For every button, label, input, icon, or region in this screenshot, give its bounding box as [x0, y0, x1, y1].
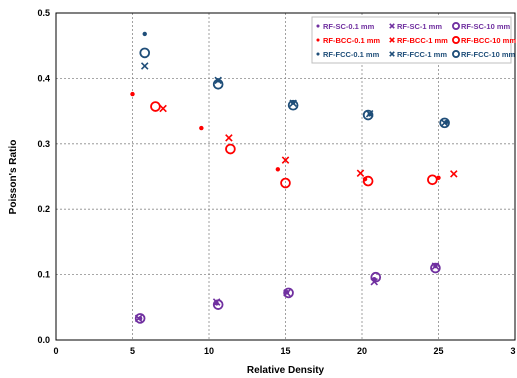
legend-marker [389, 23, 395, 29]
data-point [287, 99, 299, 111]
y-axis-title: Poisson's Ratio [8, 140, 19, 215]
data-points [130, 31, 458, 324]
data-point [212, 299, 224, 310]
legend-label: RF-BCC-1 mm [397, 36, 448, 45]
data-point [283, 287, 294, 299]
legend-marker [389, 51, 395, 57]
x-marker-stroke [140, 62, 149, 70]
x-marker-stroke [225, 134, 233, 142]
data-point [427, 174, 438, 186]
y-tick-label: 0.2 [37, 204, 50, 214]
data-point [439, 117, 450, 129]
x-marker-stroke [440, 119, 449, 127]
legend-label: RF-BCC-0.1 mm [323, 36, 380, 45]
legend-item: RF-FCC-0.1 mm [316, 50, 380, 59]
data-point [362, 175, 374, 187]
legend-label: RF-FCC-1 mm [397, 50, 447, 59]
x-marker-stroke [389, 37, 395, 43]
x-marker-stroke [159, 104, 167, 113]
x-tick-label: 25 [433, 346, 443, 356]
x-tick-label: 0 [53, 346, 58, 356]
legend-item: RF-BCC-10 mm [452, 36, 516, 45]
y-tick-label: 0.5 [37, 8, 50, 18]
x-tick-labels: 0 5 10 15 20 25 3 [53, 346, 515, 356]
data-point [159, 104, 167, 113]
data-point [140, 62, 149, 70]
legend-item: RF-SC-1 mm [389, 22, 442, 31]
legend-marker [389, 37, 395, 43]
legend-item: RF-FCC-1 mm [389, 50, 447, 59]
data-point [212, 78, 224, 90]
data-point [225, 134, 233, 142]
chart-legend: RF-SC-0.1 mm RF-SC-1 mm RF-SC-10 mm RF-BCC-… [311, 16, 516, 64]
legend-marker [316, 38, 320, 42]
legend-item: RF-BCC-0.1 mm [316, 36, 380, 45]
x-marker-stroke [389, 51, 395, 57]
data-point [281, 156, 290, 164]
data-point [430, 262, 441, 274]
legend-label: RF-SC-1 mm [397, 22, 442, 31]
data-point [275, 167, 281, 172]
data-point [370, 271, 382, 283]
legend-label: RF-FCC-10 mm [461, 50, 516, 59]
legend-marker [452, 50, 460, 58]
data-point [362, 109, 374, 121]
legend-item: RF-FCC-10 mm [452, 50, 516, 59]
data-point [356, 169, 365, 177]
x-marker-stroke [281, 156, 290, 164]
data-point [199, 125, 204, 131]
data-point [440, 119, 449, 127]
data-point [450, 170, 458, 178]
x-marker-stroke [389, 23, 395, 29]
legend-label: RF-BCC-10 mm [461, 36, 516, 45]
x-tick-label: 15 [280, 346, 290, 356]
legend-label: RF-SC-0.1 mm [323, 22, 375, 31]
legend-box [311, 16, 512, 64]
plot-grid [56, 13, 515, 340]
legend-marker [452, 22, 460, 30]
x-tick-label: 10 [204, 346, 214, 356]
data-point [280, 177, 291, 189]
y-tick-label: 0.1 [37, 270, 50, 280]
x-tick-label: 20 [357, 346, 367, 356]
x-tick-label: 5 [130, 346, 135, 356]
y-tick-labels: 0.0 0.1 0.2 0.3 0.4 0.5 [37, 8, 50, 345]
y-tick-label: 0.0 [37, 335, 50, 345]
data-point [225, 143, 236, 155]
x-marker-stroke [450, 170, 458, 178]
legend-item: RF-BCC-1 mm [389, 36, 448, 45]
legend-marker [316, 24, 320, 28]
plot-frame [55, 12, 516, 341]
legend-item: RF-SC-10 mm [452, 22, 511, 31]
x-tick-label: 3 [510, 346, 515, 356]
legend-label: RF-FCC-0.1 mm [323, 50, 380, 59]
legend-label: RF-SC-10 mm [461, 22, 511, 31]
x-marker-stroke [356, 169, 365, 177]
data-point [139, 47, 151, 59]
y-tick-label: 0.4 [37, 73, 50, 83]
data-point [142, 31, 147, 37]
data-point [134, 313, 146, 324]
legend-item: RF-SC-0.1 mm [316, 22, 375, 31]
y-tick-label: 0.3 [37, 139, 50, 149]
data-point [150, 101, 161, 112]
legend-marker [316, 52, 320, 56]
data-point [130, 91, 135, 97]
x-axis-title: Relative Density [247, 365, 325, 376]
legend-marker [452, 36, 460, 44]
